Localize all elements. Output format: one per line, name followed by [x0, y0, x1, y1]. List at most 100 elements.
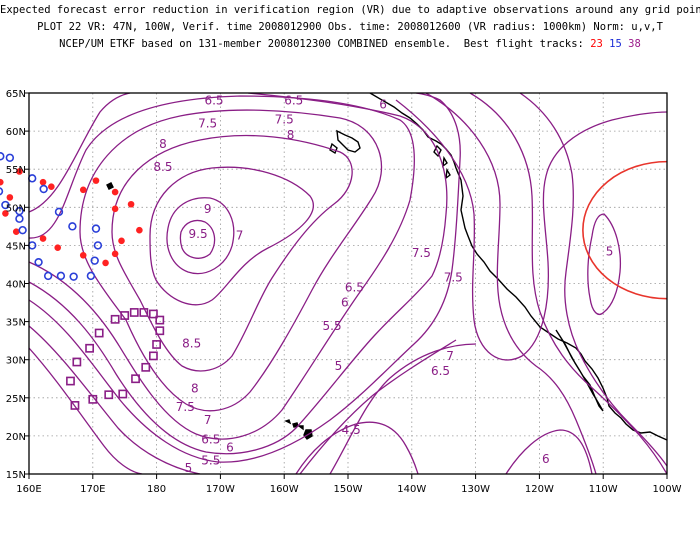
red-track-point	[39, 178, 47, 186]
red-track-point	[79, 186, 87, 194]
contour-label: 6	[341, 296, 349, 310]
coast-kamchatka	[106, 182, 114, 190]
contour-9	[166, 197, 235, 275]
contour-5p5	[29, 325, 457, 474]
purple-track-point	[85, 343, 95, 353]
lat-label: 60N	[6, 127, 26, 138]
contour-label: 6.5	[204, 94, 223, 108]
contour-label: 6	[379, 97, 387, 111]
lon-label: 110W	[589, 484, 618, 495]
lon-axis-labels: 160E 170E 180 170W 160W 150W 140W 130W 120W 110W 1…	[16, 484, 681, 495]
graticule	[29, 93, 667, 474]
flight-tracks	[0, 152, 165, 410]
lat-label: 50N	[6, 203, 26, 214]
red-track-point	[54, 244, 62, 251]
purple-track-point	[118, 389, 128, 399]
contour-label: 7.5	[275, 113, 294, 127]
coast-alaska	[336, 129, 361, 153]
blue-track-point	[93, 241, 103, 250]
contour-label: 8.5	[153, 160, 172, 174]
purple-track-point	[155, 315, 165, 325]
contour-6	[29, 93, 461, 463]
purple-track-point	[139, 308, 149, 317]
purple-track-point	[70, 401, 80, 410]
contour-east-5	[587, 213, 622, 315]
lon-label: 180	[147, 484, 166, 495]
lat-label: 45N	[6, 241, 26, 252]
coast-islands	[433, 144, 451, 180]
red-track-point	[16, 168, 23, 175]
purple-track-point	[149, 351, 158, 361]
contour-8p5	[149, 166, 314, 306]
blue-track-point	[56, 271, 66, 281]
purple-track-point	[131, 374, 140, 384]
purple-track-point	[72, 357, 82, 367]
purple-track-point	[110, 314, 120, 324]
contour-label: 9	[204, 202, 212, 216]
blue-track-point	[39, 184, 48, 194]
contour-label: 7.5	[198, 116, 217, 130]
blue-track-point	[91, 224, 101, 233]
contour-label: 6.5	[345, 280, 364, 294]
contour-label: 6	[542, 452, 550, 466]
header-line-3: NCEP/UM ETKF based on 131-member 2008012…	[0, 36, 700, 53]
header-line-1: Expected forecast error reduction in ver…	[0, 4, 700, 16]
contour-9p5	[179, 219, 216, 259]
purple-track-point	[129, 308, 139, 317]
purple-track-point	[104, 390, 114, 400]
lat-label: 30N	[6, 356, 26, 367]
lon-label: 170W	[206, 484, 235, 495]
blue-track-point	[5, 153, 15, 162]
contour-label: 5	[335, 359, 343, 373]
red-track-point	[118, 237, 125, 245]
contour-label: 7	[204, 413, 212, 427]
contour-label: 6	[226, 440, 234, 454]
lon-label: 160W	[270, 484, 299, 495]
contour-label: 7	[446, 349, 454, 363]
contour-label: 8	[191, 382, 199, 396]
purple-track-point	[141, 362, 151, 372]
contour-east-7	[425, 93, 597, 474]
lon-label: 100W	[653, 484, 682, 495]
red-track-point	[48, 183, 55, 191]
contour-label: 5	[185, 461, 193, 475]
track-count-red: 23	[590, 38, 603, 50]
blue-track-point	[43, 271, 53, 281]
blue-track-point	[69, 272, 78, 281]
purple-track-point	[88, 394, 98, 404]
red-track-point	[102, 259, 109, 267]
track-count-blue: 15	[609, 38, 622, 50]
blue-track-point	[86, 271, 96, 281]
contour-labels: 6.5 6.5 7.5 7.5 6 8 8 8.5 9 9.5 7 7.5 7.5 5 6.5 6 5.5 8.5…	[153, 94, 613, 475]
contour-label: 5.5	[201, 453, 220, 467]
contour-label: 8	[287, 128, 295, 142]
purple-track-point	[120, 311, 130, 320]
blue-track-point	[0, 152, 5, 161]
contour-label: 5	[606, 244, 614, 258]
contour-lines	[29, 93, 667, 474]
axis-ticks	[25, 92, 668, 479]
purple-track-point	[155, 326, 165, 336]
red-track-point	[6, 194, 14, 201]
header-line-2: PLOT 22 VR: 47N, 100W, Verif. time 20080…	[37, 21, 663, 33]
track-count-purple: 38	[628, 38, 641, 50]
lat-label: 20N	[6, 432, 26, 443]
contour-east-7p5	[395, 99, 667, 361]
contour-label: 6.5	[284, 94, 303, 108]
lon-label: 170E	[80, 484, 105, 495]
red-track-point	[111, 250, 119, 258]
purple-track-point	[66, 376, 75, 386]
contour-7p5	[79, 109, 382, 412]
blue-track-point	[90, 256, 99, 265]
blue-track-point	[18, 225, 27, 235]
contour-label: 7.5	[412, 246, 431, 260]
blue-track-point	[0, 187, 4, 196]
contour-label: 6.5	[201, 433, 220, 447]
contour-7	[29, 95, 415, 440]
header-line-3-prefix: NCEP/UM ETKF based on 131-member 2008012…	[59, 38, 584, 50]
red-track-point	[111, 188, 119, 196]
lon-label: 140W	[397, 484, 426, 495]
blue-track-point	[54, 207, 64, 217]
red-track-point	[92, 177, 100, 184]
